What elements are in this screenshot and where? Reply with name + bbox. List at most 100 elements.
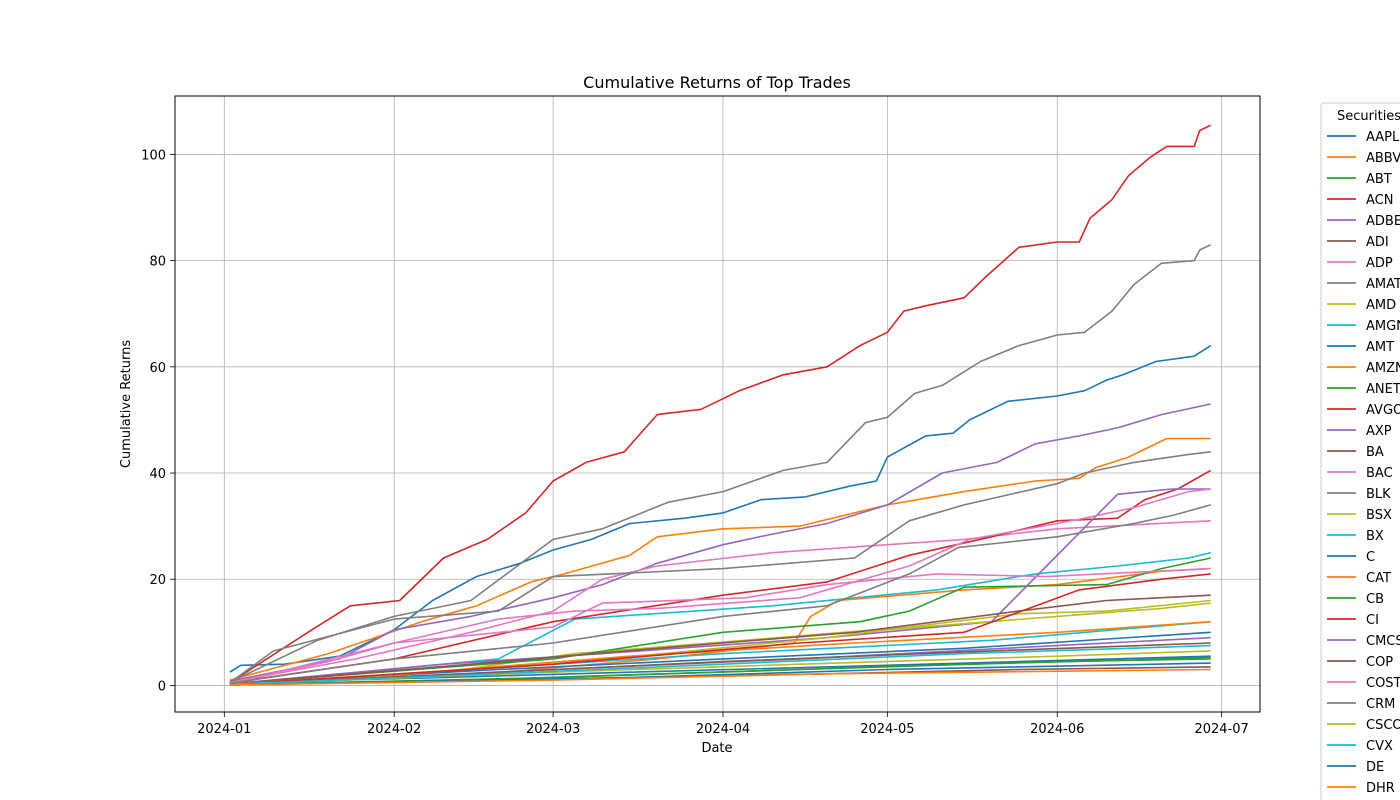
- series-line-dhr: [229, 668, 1211, 686]
- y-tick-label: 0: [158, 679, 166, 694]
- legend-label: AMZN: [1366, 361, 1400, 376]
- legend-entry-bx: BX: [1327, 529, 1384, 544]
- legend-label: CMCSA: [1366, 634, 1400, 649]
- legend-label: AMGN: [1366, 319, 1400, 334]
- legend-label: ADBE: [1366, 214, 1400, 229]
- legend-label: AMAT: [1366, 277, 1400, 292]
- legend-entry-avgo: AVGO: [1327, 403, 1400, 418]
- legend-label: CVX: [1366, 739, 1393, 754]
- x-tick-label: 2024-01: [197, 722, 251, 737]
- legend-label: C: [1366, 550, 1375, 565]
- legend-label: CB: [1366, 592, 1384, 607]
- legend-label: BLK: [1366, 487, 1391, 502]
- legend-label: BX: [1366, 529, 1384, 544]
- legend-entry-cvx: CVX: [1327, 739, 1393, 754]
- legend-label: AXP: [1366, 424, 1392, 439]
- legend-entry-abt: ABT: [1327, 172, 1392, 187]
- legend-label: AMT: [1366, 340, 1394, 355]
- x-tick-label: 2024-03: [526, 722, 580, 737]
- legend-label: COP: [1366, 655, 1393, 670]
- legend-entry-cmcsa: CMCSA: [1327, 634, 1400, 649]
- legend-entry-acn: ACN: [1327, 193, 1393, 208]
- x-axis-label: Date: [701, 741, 732, 756]
- y-tick-label: 100: [141, 148, 166, 163]
- y-tick-label: 60: [149, 361, 166, 376]
- legend-entry-abbv: ABBV: [1327, 151, 1400, 166]
- legend-label: ABBV: [1366, 151, 1400, 166]
- legend-label: AAPL: [1366, 130, 1400, 145]
- legend-entry-ci: CI: [1327, 613, 1379, 628]
- series-line-abbv: [229, 437, 1211, 681]
- legend-label: ANET: [1366, 382, 1400, 397]
- legend-entry-cb: CB: [1327, 592, 1384, 607]
- legend-entry-amd: AMD: [1327, 298, 1396, 313]
- legend-entry-amat: AMAT: [1327, 277, 1400, 292]
- legend-entry-cat: CAT: [1327, 571, 1391, 586]
- legend-label: COST: [1366, 676, 1400, 691]
- series-line-crm: [229, 504, 1211, 685]
- legend-entry-cop: COP: [1327, 655, 1393, 670]
- legend-label: AVGO: [1366, 403, 1400, 418]
- legend-label: CRM: [1366, 697, 1395, 712]
- legend: Securities AAPLABBVABTACNADBEADIADPAMATA…: [1320, 102, 1400, 800]
- legend-label: BAC: [1366, 466, 1393, 481]
- legend-entry-anet: ANET: [1327, 382, 1400, 397]
- legend-label: CI: [1366, 613, 1379, 628]
- y-ticks: 0 20 40 60 80 100: [141, 148, 175, 694]
- legend-entry-de: DE: [1327, 760, 1384, 775]
- legend-label: ABT: [1366, 172, 1392, 187]
- legend-label: CSCO: [1366, 718, 1400, 733]
- legend-label: BA: [1366, 445, 1384, 460]
- series-line-cost: [229, 488, 1211, 684]
- legend-entry-amgn: AMGN: [1327, 319, 1400, 334]
- legend-label: ADI: [1366, 235, 1389, 250]
- legend-label: DE: [1366, 760, 1384, 775]
- series-lines: [229, 124, 1212, 686]
- x-tick-label: 2024-04: [696, 722, 750, 737]
- legend-label: CAT: [1366, 571, 1391, 586]
- y-tick-label: 80: [149, 255, 166, 270]
- series-line-acn: [229, 124, 1212, 684]
- legend-entry-csco: CSCO: [1327, 718, 1400, 733]
- legend-entry-bac: BAC: [1327, 466, 1393, 481]
- legend-label: BSX: [1366, 508, 1392, 523]
- legend-label: ADP: [1366, 256, 1393, 271]
- series-line-amat: [229, 243, 1212, 684]
- legend-entry-crm: CRM: [1327, 697, 1395, 712]
- series-line-ba: [229, 594, 1211, 685]
- legend-entry-axp: AXP: [1327, 424, 1392, 439]
- series-line-cb: [229, 658, 1211, 686]
- legend-label: ACN: [1366, 193, 1393, 208]
- legend-entry-adi: ADI: [1327, 235, 1389, 250]
- legend-entries: AAPL ABBV ABT ACN ADBE ADI ADP AMAT AMD AMGN AMT AM…: [1327, 130, 1400, 796]
- chart-title: Cumulative Returns of Top Trades: [583, 73, 851, 92]
- legend-entry-adp: ADP: [1327, 256, 1393, 271]
- series-line-csco: [229, 650, 1211, 686]
- y-axis-label: Cumulative Returns: [119, 340, 134, 468]
- legend-entry-adbe: ADBE: [1327, 214, 1400, 229]
- legend-entry-bsx: BSX: [1327, 508, 1392, 523]
- x-ticks: 2024-01 2024-02 2024-03 2024-04 2024-05 2024-…: [197, 712, 1249, 737]
- legend-entry-amzn: AMZN: [1327, 361, 1400, 376]
- x-tick-label: 2024-02: [367, 722, 421, 737]
- legend-entry-cost: COST: [1327, 676, 1400, 691]
- series-line-blk: [229, 451, 1211, 684]
- legend-box: [1320, 102, 1400, 800]
- x-tick-label: 2024-05: [860, 722, 914, 737]
- legend-entry-amt: AMT: [1327, 340, 1394, 355]
- x-tick-label: 2024-06: [1030, 722, 1084, 737]
- series-line-avgo: [229, 469, 1212, 684]
- series-line-aapl: [229, 344, 1212, 673]
- legend-label: DHR: [1366, 781, 1395, 796]
- legend-entry-aapl: AAPL: [1327, 130, 1400, 145]
- series-line-axp: [229, 488, 1211, 685]
- x-tick-label: 2024-07: [1194, 722, 1248, 737]
- y-tick-label: 20: [149, 573, 166, 588]
- legend-title: Securities: [1337, 109, 1400, 124]
- series-line-bac: [229, 567, 1211, 685]
- series-line-adbe: [229, 403, 1211, 682]
- legend-entry-c: C: [1327, 550, 1375, 565]
- plot-frame: [174, 95, 1261, 713]
- series-line-anet: [229, 557, 1211, 685]
